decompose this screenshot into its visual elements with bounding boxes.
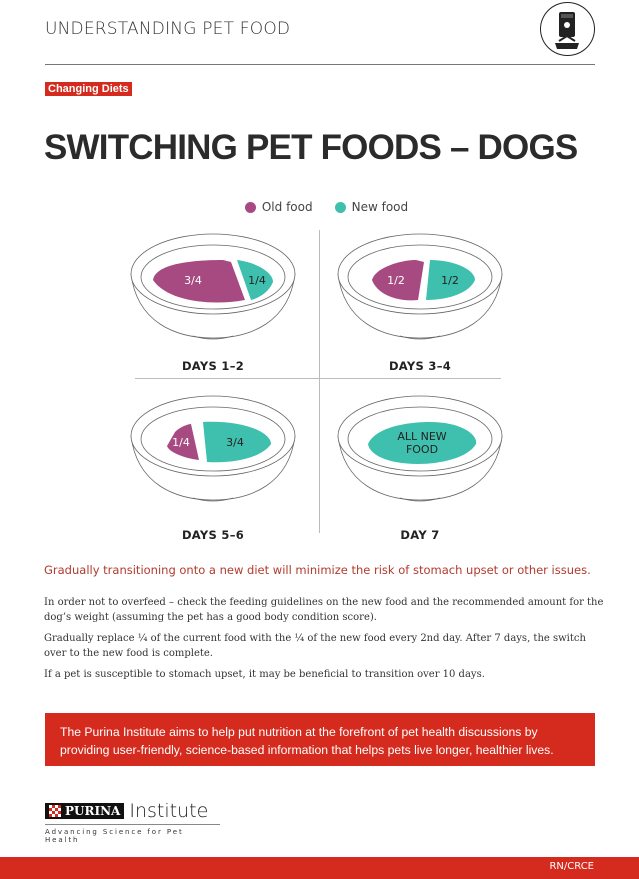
new-fraction-label: 1/4: [248, 274, 266, 287]
logo-tagline: Advancing Science for Pet Health: [45, 824, 220, 844]
bowl-day-label: DAYS 5–6: [181, 528, 245, 542]
all-new-food-label: FOOD: [406, 443, 438, 456]
bowl-day-label: DAY 7: [400, 528, 440, 542]
checkerboard-icon: [49, 805, 61, 817]
legend-old: Old food: [244, 200, 313, 214]
new-food-portion: [203, 421, 271, 463]
bowl-day-label: DAYS 1–2: [181, 359, 245, 373]
new-food-portion: [237, 260, 273, 300]
logo-brand: PURINA: [65, 804, 121, 818]
all-new-food-label: ALL NEW: [397, 430, 446, 443]
new-fraction-label: 1/2: [441, 274, 459, 287]
logo-name: Institute: [129, 800, 209, 822]
mission-banner: The Purina Institute aims to help put nu…: [45, 713, 595, 766]
header-divider: [45, 64, 595, 65]
paragraph: In order not to overfeed – check the fee…: [44, 597, 604, 623]
bowl-4: ALL NEW FOOD: [330, 392, 510, 507]
paragraph: If a pet is susceptible to stomach upset…: [44, 669, 485, 680]
paragraph: Gradually replace ¼ of the current food …: [44, 633, 586, 659]
old-fraction-label: 1/4: [172, 436, 190, 449]
old-food-swatch: [244, 201, 256, 213]
quadrant-divider-horizontal: [135, 378, 501, 379]
bowl-1: 3/4 1/4: [123, 230, 303, 345]
legend-old-label: Old food: [261, 200, 313, 214]
intro-text: Gradually transitioning onto a new diet …: [44, 563, 591, 577]
category-tag: Changing Diets: [45, 82, 132, 96]
old-fraction-label: 3/4: [184, 274, 202, 287]
legend-new-label: New food: [351, 200, 409, 214]
bowl-2: 1/2 1/2: [330, 230, 510, 345]
bowl-day-label: DAYS 3–4: [388, 359, 452, 373]
old-food-portion: [153, 260, 245, 303]
new-food-portion: [426, 260, 475, 300]
page-title: SWITCHING PET FOODS – DOGS: [44, 128, 578, 167]
pet-food-bag-icon: [540, 2, 595, 56]
header-title: UNDERSTANDING PET FOOD: [45, 19, 291, 39]
old-fraction-label: 1/2: [387, 274, 405, 287]
old-food-portion: [167, 424, 199, 460]
bowl-3: 1/4 3/4: [123, 392, 303, 507]
legend: Old food New food: [0, 200, 639, 214]
all-food-portion: [368, 422, 477, 464]
legend-new: New food: [334, 200, 409, 214]
new-fraction-label: 3/4: [226, 436, 244, 449]
quadrant-divider-vertical: [319, 230, 320, 533]
new-food-swatch: [334, 201, 346, 213]
purina-institute-logo: PURINA Institute: [45, 800, 208, 822]
footer-bar: [0, 857, 639, 879]
footer-code: RN/CRCE: [549, 861, 594, 872]
old-food-portion: [372, 260, 424, 301]
